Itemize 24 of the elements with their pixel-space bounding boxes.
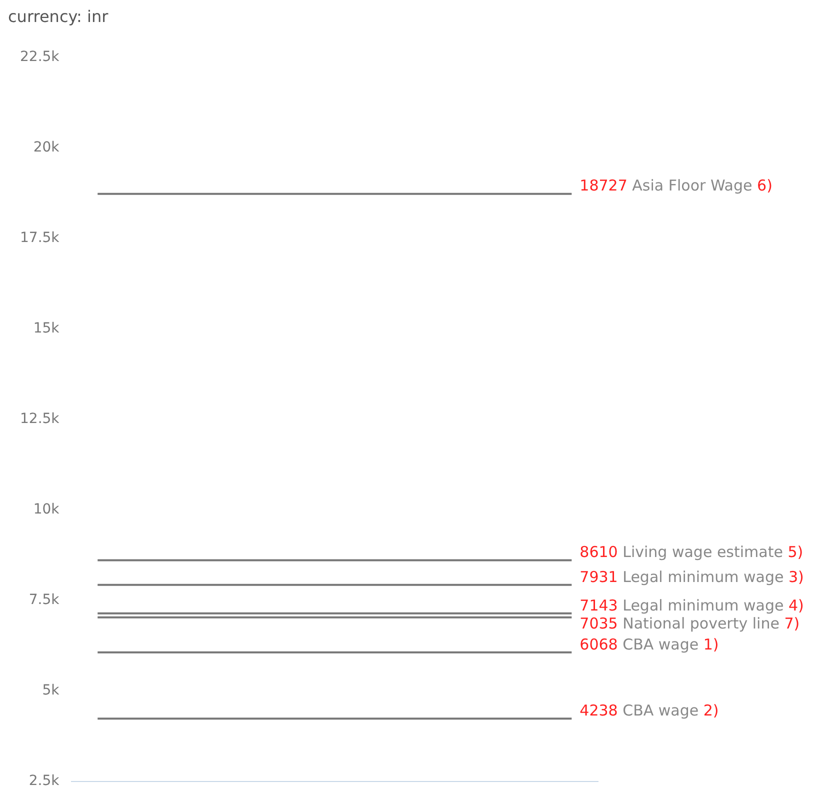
text: CBA wage 1) [622,635,719,654]
text: Legal minimum wage 3) [622,568,804,586]
data-label: 7143 [580,596,618,614]
data-label: 8610 [580,543,618,562]
y-tick-label: 7.5k [28,592,60,608]
text: National poverty line 7) [622,614,800,632]
text: Living wage estimate 5) [622,543,804,562]
data-label: 18727 [580,176,628,195]
chart-title: currency: inr [8,6,109,26]
y-tick-label: 15k [33,320,60,336]
y-tick-label: 22.5k [20,48,60,65]
data-label: 7931 [580,568,618,586]
y-tick-label: 10k [33,502,60,518]
text: Asia Floor Wage 6) [632,176,772,195]
y-tick-label: 20k [33,139,60,156]
text: Legal minimum wage 4) [622,596,804,614]
data-label: 4238 [580,702,618,720]
y-tick-label: 12.5k [20,411,60,428]
y-tick-label: 5k [42,682,60,699]
data-label: 6068 [580,635,618,654]
text: CBA wage 2) [622,702,719,720]
y-tick-label: 2.5k [28,773,60,790]
data-label: 7035 [580,614,618,632]
y-tick-label: 17.5k [20,230,60,246]
